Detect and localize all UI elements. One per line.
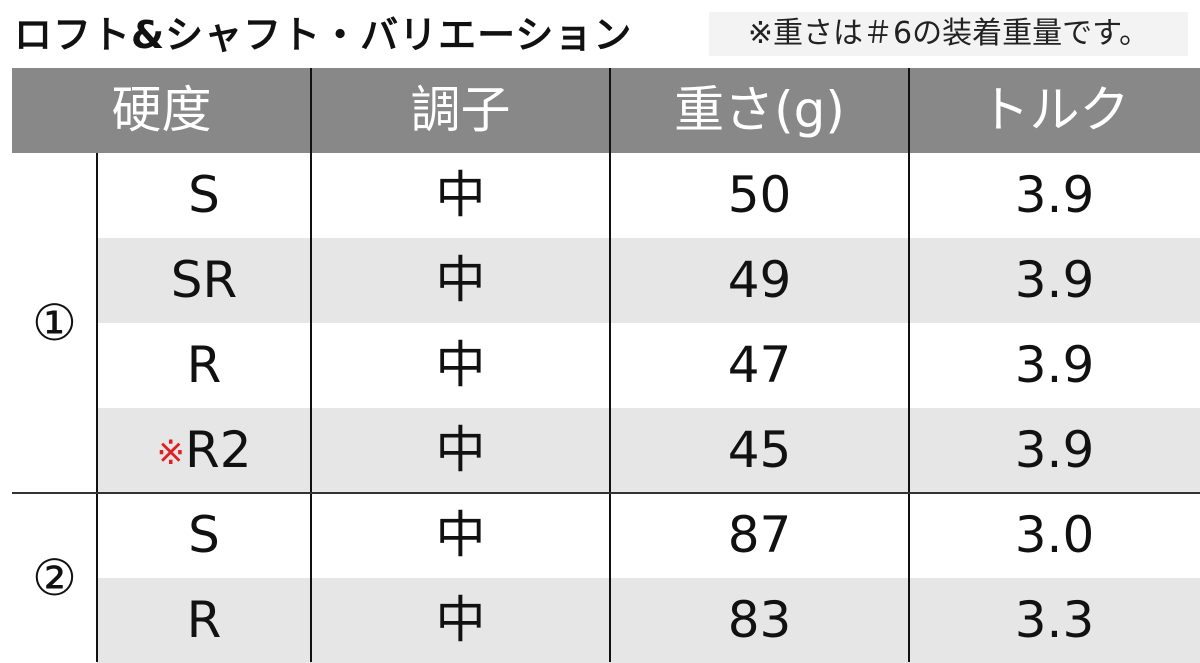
group-label: ②: [32, 549, 77, 607]
column-divider: [310, 68, 312, 662]
cell-weight: 83: [727, 591, 792, 649]
table-row: SR 中 49 3.9: [97, 238, 1200, 323]
cell-flex: R: [97, 578, 311, 663]
cell-torque: 3.9: [1014, 336, 1095, 394]
cell-torque: 3.9: [1014, 251, 1095, 309]
header-weight: 重さ(g): [674, 81, 845, 139]
table-row: ※R2 中 45 3.9: [97, 408, 1200, 493]
table-row: S 中 50 3.9: [97, 153, 1200, 238]
column-divider: [908, 68, 910, 662]
flex-value: S: [188, 166, 220, 224]
flex-value: S: [188, 506, 220, 564]
flex-value: R: [186, 336, 222, 394]
cell-kick: 中: [435, 591, 486, 649]
group-divider: [96, 153, 98, 662]
cell-flex: SR: [97, 238, 311, 323]
cell-flex: S: [97, 153, 311, 238]
cell-weight: 50: [727, 166, 792, 224]
cell-weight: 45: [727, 421, 792, 479]
header-kick: 調子: [410, 81, 511, 139]
cell-weight: 87: [727, 506, 792, 564]
cell-torque: 3.9: [1014, 166, 1095, 224]
cell-kick: 中: [435, 166, 486, 224]
group-label: ①: [32, 294, 77, 352]
cell-flex: ※R2: [97, 408, 311, 493]
shaft-variation-table: 硬度 調子 重さ(g) トルク ① S 中 50 3.9 SR 中 49 3.9 R 中 47 3.9 ※…: [12, 68, 1200, 663]
group-separator: [12, 492, 1200, 494]
cell-torque: 3.0: [1014, 506, 1095, 564]
cell-torque: 3.9: [1014, 421, 1095, 479]
table-row: R 中 47 3.9: [97, 323, 1200, 408]
weight-note: ※重さは＃6の装着重量です。: [709, 12, 1188, 56]
column-divider: [609, 68, 611, 662]
flex-value: R: [186, 591, 222, 649]
cell-weight: 47: [727, 336, 792, 394]
table-row: S 中 87 3.0: [97, 493, 1200, 578]
flex-value: R2: [184, 421, 252, 479]
table-header: 硬度 調子 重さ(g) トルク: [12, 68, 1200, 153]
header-flex: 硬度: [111, 81, 212, 139]
cell-kick: 中: [435, 421, 486, 479]
page-title: ロフト&シャフト・バリエーション: [14, 13, 633, 57]
cell-torque: 3.3: [1014, 591, 1095, 649]
cell-weight: 49: [727, 251, 792, 309]
cell-kick: 中: [435, 251, 486, 309]
cell-kick: 中: [435, 336, 486, 394]
note-mark: ※: [156, 433, 185, 473]
flex-value: SR: [170, 251, 238, 309]
table-row: R 中 83 3.3: [97, 578, 1200, 663]
cell-kick: 中: [435, 506, 486, 564]
cell-flex: S: [97, 493, 311, 578]
cell-flex: R: [97, 323, 311, 408]
header-torque: トルク: [979, 81, 1130, 139]
